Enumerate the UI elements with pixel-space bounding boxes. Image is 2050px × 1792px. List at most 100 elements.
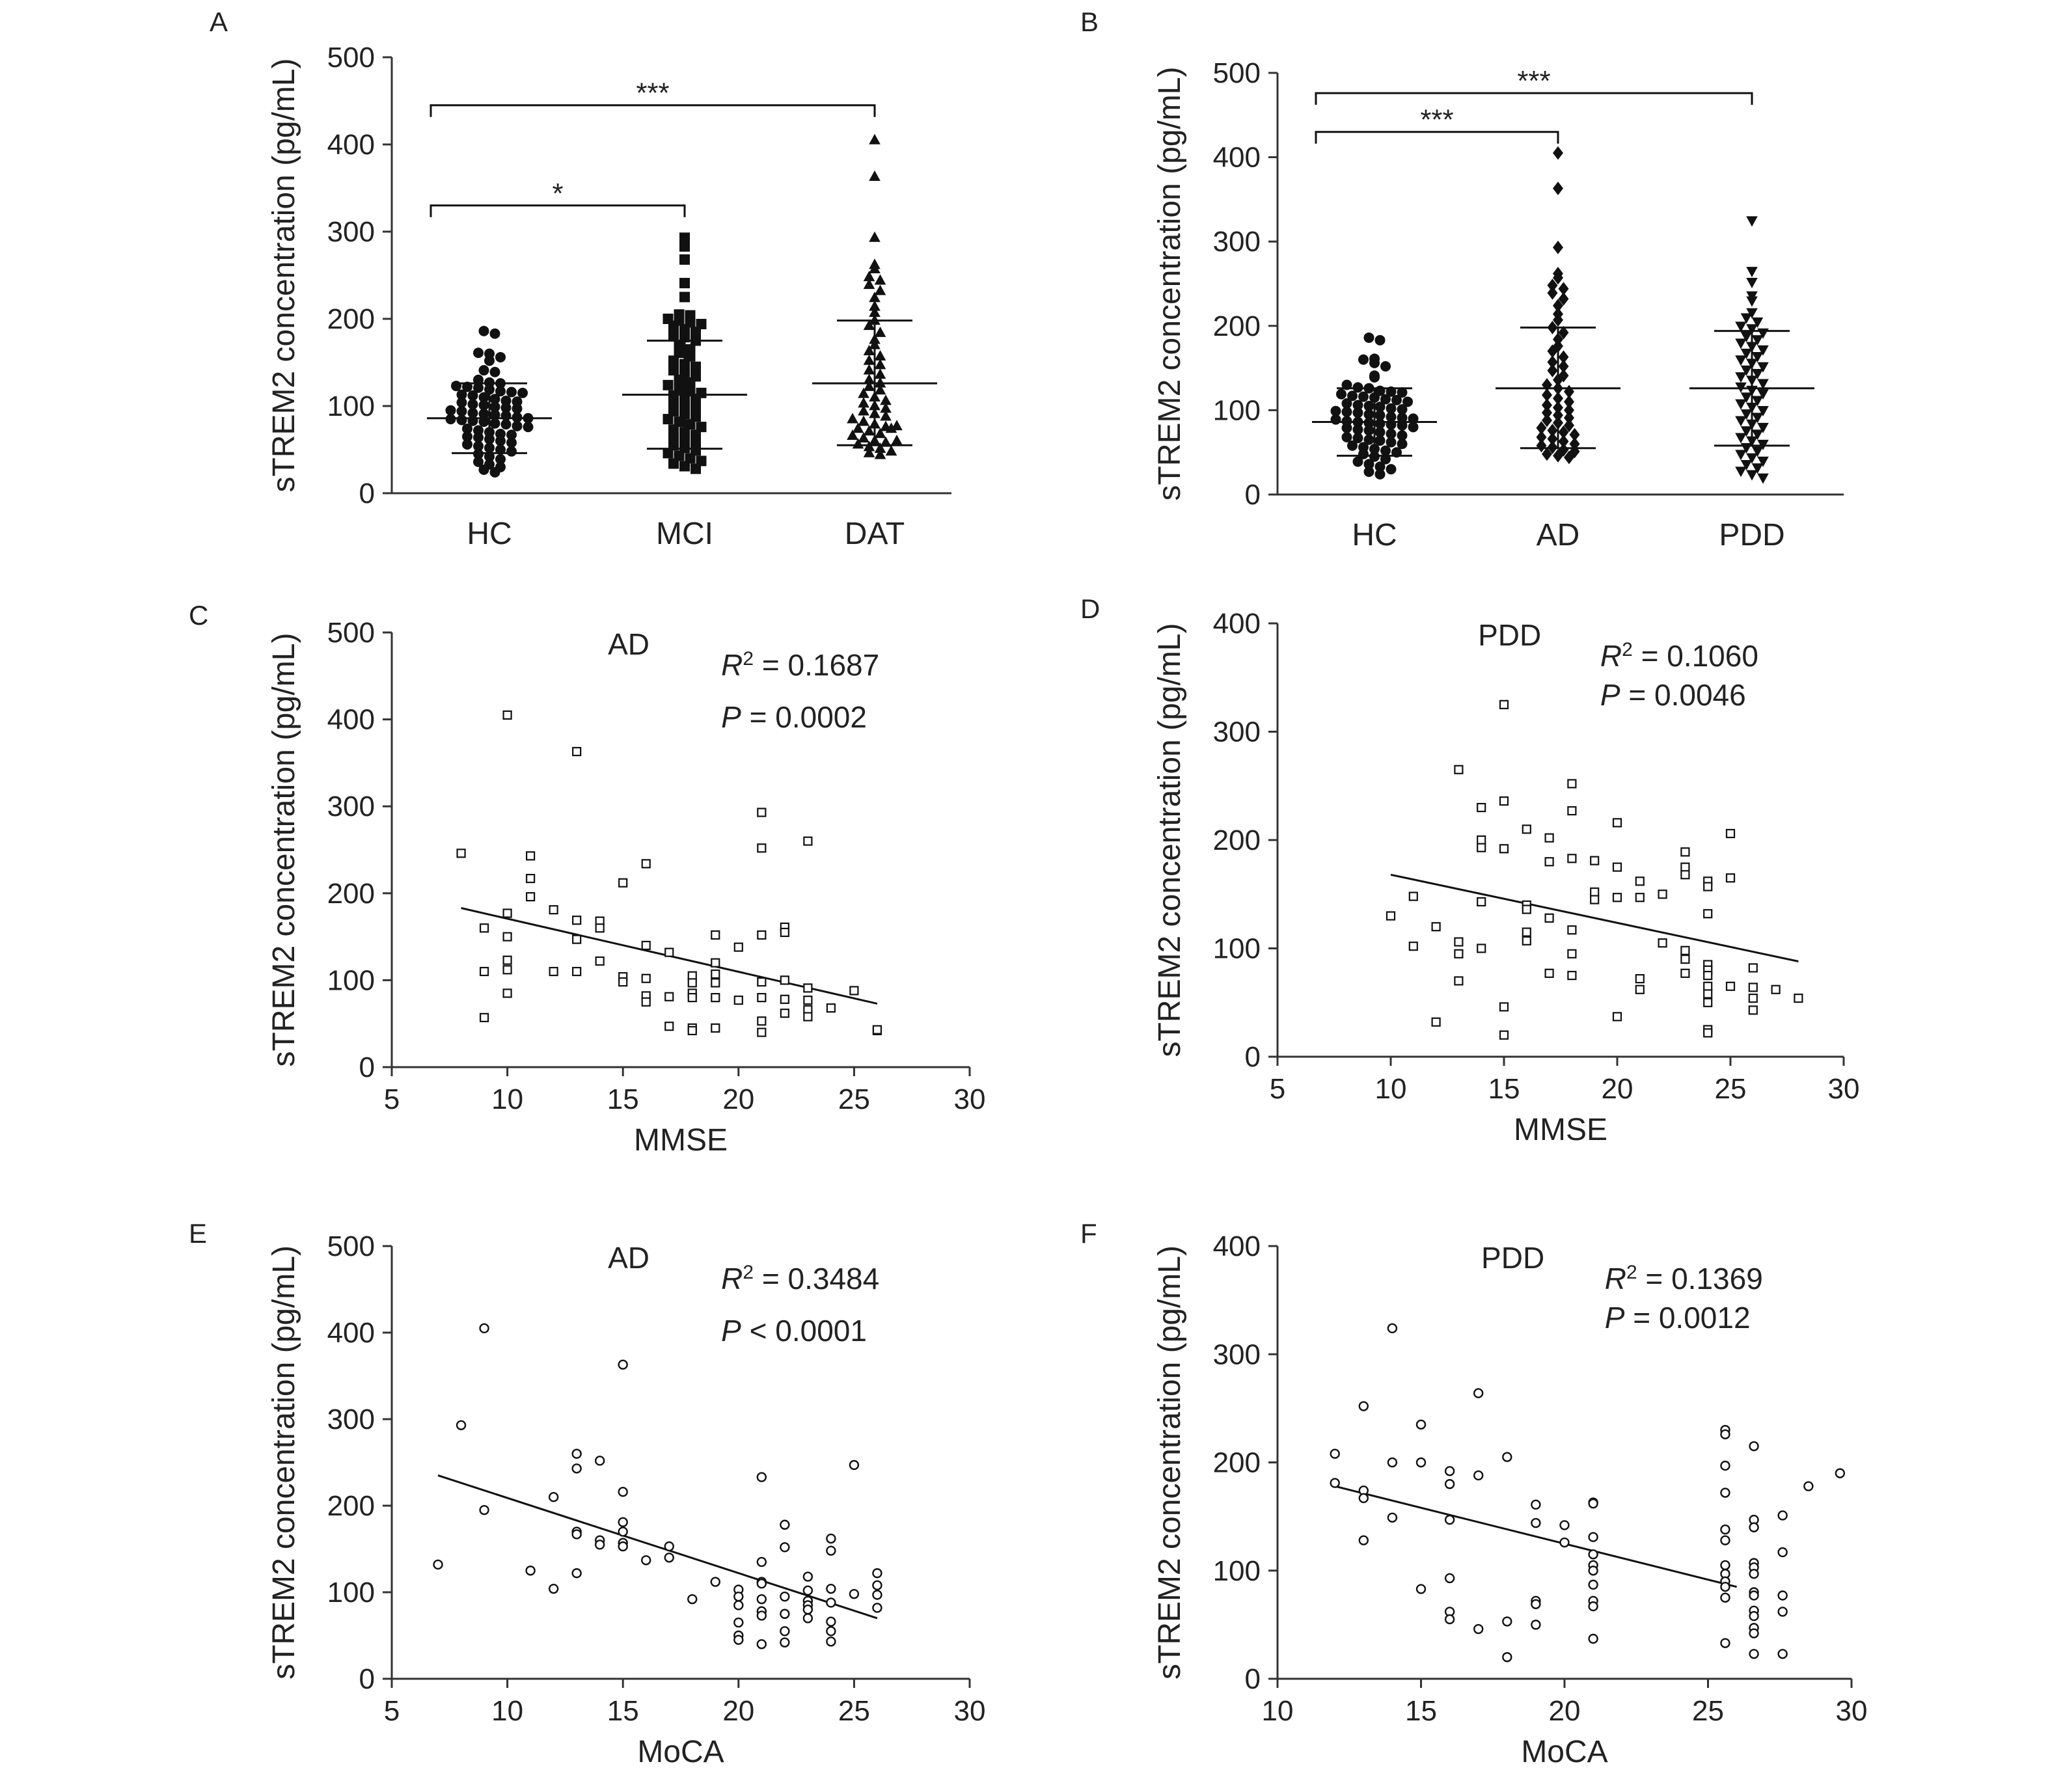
x-axis-title: MMSE [634, 1123, 728, 1158]
data-point-triangle [1751, 317, 1764, 328]
data-point-circle [826, 1597, 836, 1608]
data-point-square [526, 892, 536, 902]
data-point-diamond [1564, 411, 1574, 425]
data-point-circle [1358, 1493, 1369, 1504]
data-point-circle [780, 1637, 790, 1648]
data-point-square [1748, 983, 1758, 992]
data-point-square [711, 993, 720, 1003]
data-point-circle [1749, 1649, 1759, 1659]
x-axis-title: MMSE [1514, 1113, 1607, 1147]
data-point-triangle [885, 445, 897, 456]
data-point-square [674, 347, 685, 359]
data-point-circle [664, 1541, 674, 1552]
y-tick-label: 500 [1213, 57, 1261, 89]
data-point-square [1522, 927, 1531, 937]
data-point-circle [1341, 398, 1352, 409]
data-point-circle [618, 1527, 628, 1537]
data-point-square [1499, 699, 1509, 709]
data-point-circle [1588, 1566, 1598, 1576]
data-point-triangle [1751, 352, 1764, 363]
data-point-circle [478, 464, 489, 475]
data-point-diamond [1547, 424, 1558, 437]
data-point-triangle [1751, 463, 1764, 474]
data-point-diamond [1547, 355, 1558, 369]
data-point-square [1612, 818, 1622, 828]
data-point-triangle [1757, 473, 1769, 484]
data-point-circle [618, 1541, 628, 1552]
y-tick-label: 100 [1213, 1555, 1261, 1587]
regression-line [1390, 873, 1799, 962]
data-point-circle [1363, 425, 1374, 436]
data-point-triangle [869, 300, 881, 311]
data-point-circle [473, 441, 484, 452]
data-point-circle [467, 407, 478, 418]
data-point-circle [1352, 456, 1363, 467]
data-point-circle [1502, 1652, 1512, 1663]
data-point-square [1725, 981, 1736, 991]
p-symbol: P [1600, 678, 1620, 712]
data-point-circle [1374, 410, 1386, 421]
data-point-square [679, 232, 690, 243]
data-point-circle [1749, 1590, 1759, 1601]
data-point-triangle [874, 350, 886, 361]
data-point-square [572, 966, 582, 977]
data-point-circle [1374, 461, 1386, 472]
y-tick-label: 300 [1213, 226, 1261, 258]
data-point-diamond [1564, 395, 1574, 409]
data-point-square [502, 710, 512, 720]
data-point-circle [1720, 1581, 1730, 1592]
data-point-square [1477, 835, 1486, 845]
data-point-triangle [1735, 372, 1747, 383]
data-point-square [711, 978, 720, 988]
data-point-triangle [1735, 416, 1747, 427]
data-point-circle [467, 390, 478, 401]
data-point-circle [594, 1540, 605, 1550]
data-point-circle [1720, 1592, 1730, 1603]
data-point-circle [1397, 413, 1408, 424]
data-point-circle [826, 1616, 836, 1627]
data-point-square [502, 932, 512, 942]
data-point-triangle [1740, 409, 1753, 420]
y-tick-label: 300 [327, 791, 375, 822]
data-point-circle [473, 456, 484, 467]
data-point-square [803, 996, 813, 1005]
data-point-circle [1444, 1479, 1455, 1489]
r-squared-value: = 0.1369 [1637, 1262, 1763, 1296]
significance-bracket [430, 104, 876, 117]
data-point-circle [1531, 1517, 1541, 1528]
data-point-circle [571, 1448, 582, 1459]
data-point-circle [433, 1559, 443, 1570]
data-point-circle [1380, 394, 1391, 405]
data-point-circle [1720, 1460, 1730, 1471]
data-point-circle [500, 402, 512, 413]
data-point-triangle [874, 326, 886, 337]
data-point-triangle [1751, 446, 1764, 457]
data-point-square [668, 424, 679, 435]
data-point-triangle [1740, 392, 1753, 403]
data-point-triangle [1735, 338, 1747, 349]
panel-letter: C [189, 600, 208, 631]
data-point-square [1771, 984, 1781, 994]
data-point-circle [1531, 1620, 1541, 1630]
data-point-square [690, 437, 701, 448]
data-point-circle [512, 420, 523, 431]
data-point-square [780, 975, 789, 985]
data-point-triangle [874, 384, 886, 395]
data-point-square [1635, 984, 1645, 994]
data-point-circle [1720, 1429, 1730, 1439]
data-point-diamond [1558, 350, 1569, 364]
data-point-circle [756, 1556, 767, 1568]
data-point-square [1703, 909, 1713, 919]
data-point-circle [1369, 372, 1380, 383]
x-tick-label: 30 [954, 1695, 986, 1727]
data-point-triangle [1735, 355, 1747, 366]
data-point-square [526, 851, 536, 861]
r-symbol: R [721, 1262, 743, 1296]
panel-d: D 0 100 200 300 400 sTREM2 concentration (pg/m… [1080, 593, 1859, 1147]
data-point-circle [456, 414, 467, 426]
data-point-triangle [863, 380, 875, 391]
data-point-diamond [1553, 182, 1563, 195]
data-point-circle [1502, 1616, 1512, 1627]
x-tick-label: 20 [1549, 1695, 1581, 1727]
data-point-circle [445, 405, 456, 416]
